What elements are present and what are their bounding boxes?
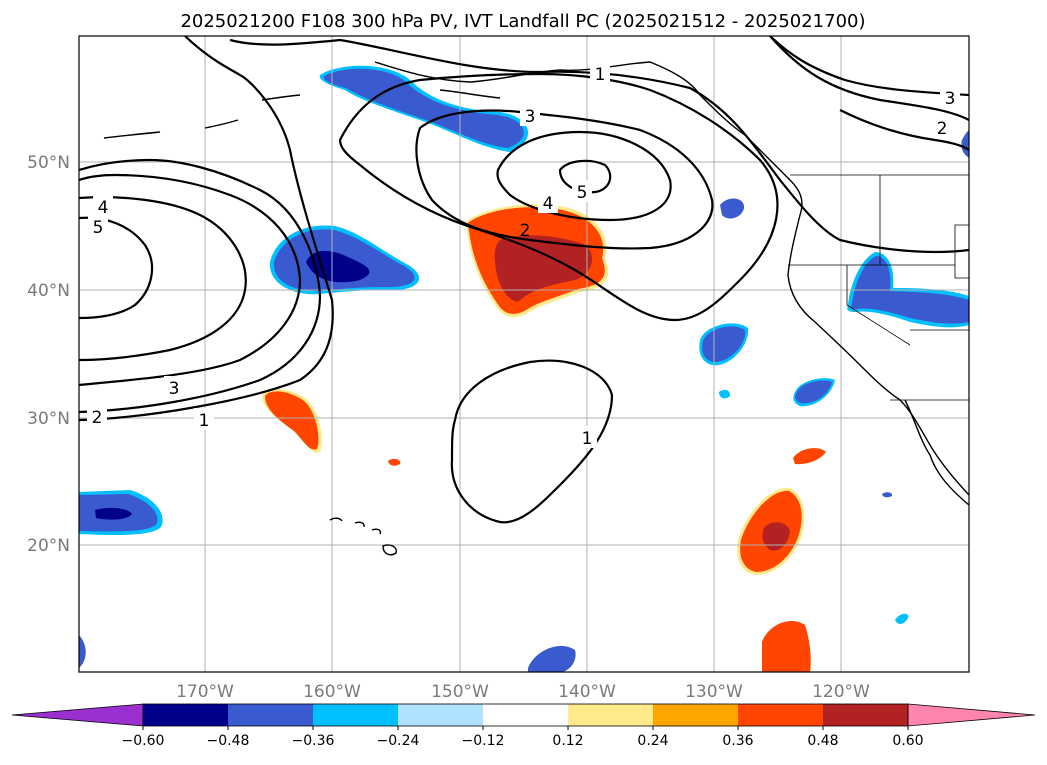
lon-label: 160°W (303, 682, 361, 702)
contour-label: 5 (577, 183, 588, 203)
colorbar-segment (738, 704, 823, 726)
colorbar-tick-label: 0.36 (722, 733, 753, 749)
colorbar-segment (398, 704, 483, 726)
contour-label: 2 (937, 119, 948, 139)
lon-label: 150°W (431, 682, 489, 702)
colorbar-tick-label: 0.48 (807, 733, 838, 749)
colorbar-frame (142, 703, 909, 727)
colorbar-segment (823, 704, 908, 726)
lat-label: 50°N (27, 153, 70, 173)
contour-label: 3 (525, 107, 536, 127)
lat-label: 20°N (27, 536, 70, 556)
colorbar-tick-label: 0.24 (637, 733, 668, 749)
colorbar-segment (483, 704, 568, 726)
contour-label: 3 (945, 89, 956, 109)
colorbar-tick-label: 0.12 (552, 733, 583, 749)
lon-label: 130°W (685, 682, 743, 702)
colorbar-tick-label: −0.12 (462, 733, 505, 749)
graticule (79, 36, 969, 672)
contour-label: 4 (543, 194, 554, 214)
colorbar-tick-label: −0.48 (207, 733, 250, 749)
colorbar-segment (568, 704, 653, 726)
figure-title: 2025021200 F108 300 hPa PV, IVT Landfall… (180, 11, 865, 32)
contour-labels: 1 3 4 5 2 4 5 3 1 2 3 (87, 62, 960, 449)
map-panel: 1 3 4 5 2 4 5 3 1 2 3 (78, 35, 970, 673)
coastlines (103, 61, 969, 556)
map-frame (78, 35, 970, 673)
lon-label: 120°W (812, 682, 870, 702)
lat-labels: 50°N 40°N 30°N 20°N (27, 153, 70, 556)
pc-shading (79, 65, 969, 672)
lon-labels: 170°W 160°W 150°W 140°W 130°W 120°W (176, 682, 870, 702)
colorbar-tick-label: −0.36 (292, 733, 335, 749)
lon-label: 140°W (558, 682, 616, 702)
contour-label: 1 (199, 411, 210, 431)
contour-label: 5 (93, 218, 104, 238)
colorbar-tick-label: −0.24 (377, 733, 420, 749)
contour-label: 1 (595, 65, 606, 85)
lon-label: 170°W (176, 682, 234, 702)
colorbar-tick-label: 0.60 (892, 733, 923, 749)
pv-contours (79, 36, 969, 524)
contour-label: 4 (98, 198, 109, 218)
colorbar-extend-high (907, 703, 1036, 727)
contour-label: 2 (92, 408, 103, 428)
colorbar-segment (653, 704, 738, 726)
colorbar-segment (143, 704, 228, 726)
colorbar-segment (313, 704, 398, 726)
colorbar: −0.60 −0.48 −0.36 −0.24 −0.12 0.12 0.24 0.36 0.4… (11, 703, 1036, 749)
contour-label: 1 (582, 429, 593, 449)
colorbar-segment (228, 704, 313, 726)
lat-label: 40°N (27, 281, 70, 301)
contour-label: 2 (520, 221, 531, 241)
colorbar-tick-label: −0.60 (122, 733, 165, 749)
contour-label: 3 (169, 379, 180, 399)
colorbar-extend-low (11, 703, 144, 727)
lat-label: 30°N (27, 409, 70, 429)
